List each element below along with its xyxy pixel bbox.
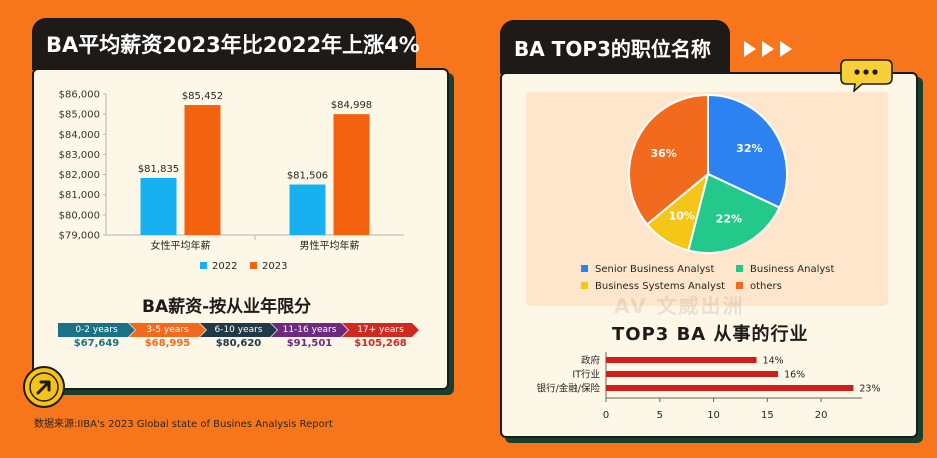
years-band-chip: 11-16 years: [271, 323, 348, 337]
years-band-chip: 6-10 years: [200, 323, 277, 337]
industry-label: IT行业: [572, 369, 600, 381]
y-tick-label: $84,000: [59, 130, 100, 141]
y-tick-label: $79,000: [59, 231, 100, 242]
watermark: AV 文威出洲: [614, 294, 745, 318]
pie-slice: [687, 172, 781, 254]
x-tick-label: 15: [761, 410, 774, 421]
y-tick-label: $83,000: [59, 150, 100, 161]
y-tick-label: $81,000: [59, 190, 100, 201]
x-category-label: 女性平均年薪: [151, 239, 211, 252]
x-category-label: 男性平均年薪: [300, 239, 360, 252]
years-band-amount: $105,268: [354, 338, 407, 349]
x-tick-label: 0: [603, 410, 609, 421]
legend-swatch: [200, 262, 207, 269]
industry-bar: [606, 357, 757, 363]
y-tick-label: $82,000: [59, 170, 100, 181]
industry-value-label: 14%: [763, 356, 784, 367]
bar-data-label: $84,998: [331, 100, 372, 111]
industry-bar: [606, 371, 779, 377]
salary-panel-title: BA平均薪资2023年比2022年上涨4%: [46, 33, 420, 57]
x-tick-label: 5: [657, 410, 663, 421]
years-band-amount: $67,649: [73, 338, 120, 349]
play-arrows-icon: [744, 41, 792, 57]
industry-bar: [606, 385, 854, 391]
pie-legend-label: Business Systems Analyst: [595, 281, 725, 292]
source-note: 数据来源:IIBA's 2023 Global state of Busines…: [34, 419, 333, 430]
x-tick-label: 10: [707, 410, 720, 421]
pie-legend-label: Business Analyst: [750, 264, 834, 275]
legend-label: 2023: [262, 261, 287, 272]
pie-slice-label: 22%: [716, 212, 742, 225]
pie-legend-swatch: [736, 282, 743, 289]
salary-bar-chart: $79,000 $80,000 $81,000 $82,000 $83,000 $84,0…: [59, 90, 404, 272]
industry-label: 银行/金融/保险: [537, 383, 601, 395]
y-tick-label: $80,000: [59, 210, 100, 221]
industry-title: TOP3 BA 从事的行业: [612, 324, 809, 345]
years-band-amount: $80,620: [215, 338, 262, 349]
bar-2022: [140, 177, 177, 235]
arrow-up-right-icon[interactable]: [23, 366, 65, 408]
bar-2023: [333, 114, 370, 235]
bar-2023: [184, 105, 221, 235]
pie-slice: [707, 93, 788, 209]
years-band-chip: 0-2 years: [58, 323, 135, 337]
years-band-chip: 17+ years: [342, 323, 419, 337]
pie-slice-label: 10%: [669, 209, 695, 222]
legend-swatch: [250, 262, 257, 269]
bar-data-label: $81,506: [287, 171, 328, 182]
industry-value-label: 16%: [784, 370, 805, 381]
years-band-amount: $68,995: [144, 338, 191, 349]
y-tick-label: $86,000: [59, 90, 100, 101]
industry-label: 政府: [581, 355, 601, 367]
bar-2022: [289, 184, 326, 235]
salary-panel-title-tab: BA平均薪资2023年比2022年上涨4%: [32, 18, 420, 70]
pie-legend-swatch: [581, 265, 588, 272]
top3-panel-title: BA TOP3的职位名称: [514, 36, 711, 61]
bar-data-label: $81,835: [138, 164, 179, 175]
y-tick-label: $85,000: [59, 110, 100, 121]
years-band-chip: 3-5 years: [129, 323, 206, 337]
bar-data-label: $85,452: [182, 91, 223, 102]
legend-label: 2022: [212, 261, 237, 272]
job-title-pie-chart: 32% 22% 10% 36% Senior Business Analyst Busin…: [581, 93, 834, 292]
pie-slice: [628, 93, 709, 226]
pie-slice-label: 36%: [651, 147, 677, 160]
x-tick-label: 20: [815, 410, 828, 421]
years-band-amount: $91,501: [286, 338, 333, 349]
industry-value-label: 23%: [859, 384, 880, 395]
pie-legend-label: Senior Business Analyst: [595, 264, 715, 275]
pie-legend-swatch: [736, 265, 743, 272]
pie-legend-swatch: [581, 282, 588, 289]
top3-panel-title-tab: BA TOP3的职位名称: [500, 20, 730, 74]
industry-bar-chart: 0 5 10 15 20 政府 14% IT行业 16% 银行/金融/保险 23%: [537, 352, 881, 421]
chat-bubble-icon: [840, 58, 893, 94]
years-subtitle: BA薪资-按从业年限分: [142, 297, 312, 317]
pie-slice-label: 32%: [736, 142, 762, 155]
pie-legend-label: others: [750, 281, 782, 292]
